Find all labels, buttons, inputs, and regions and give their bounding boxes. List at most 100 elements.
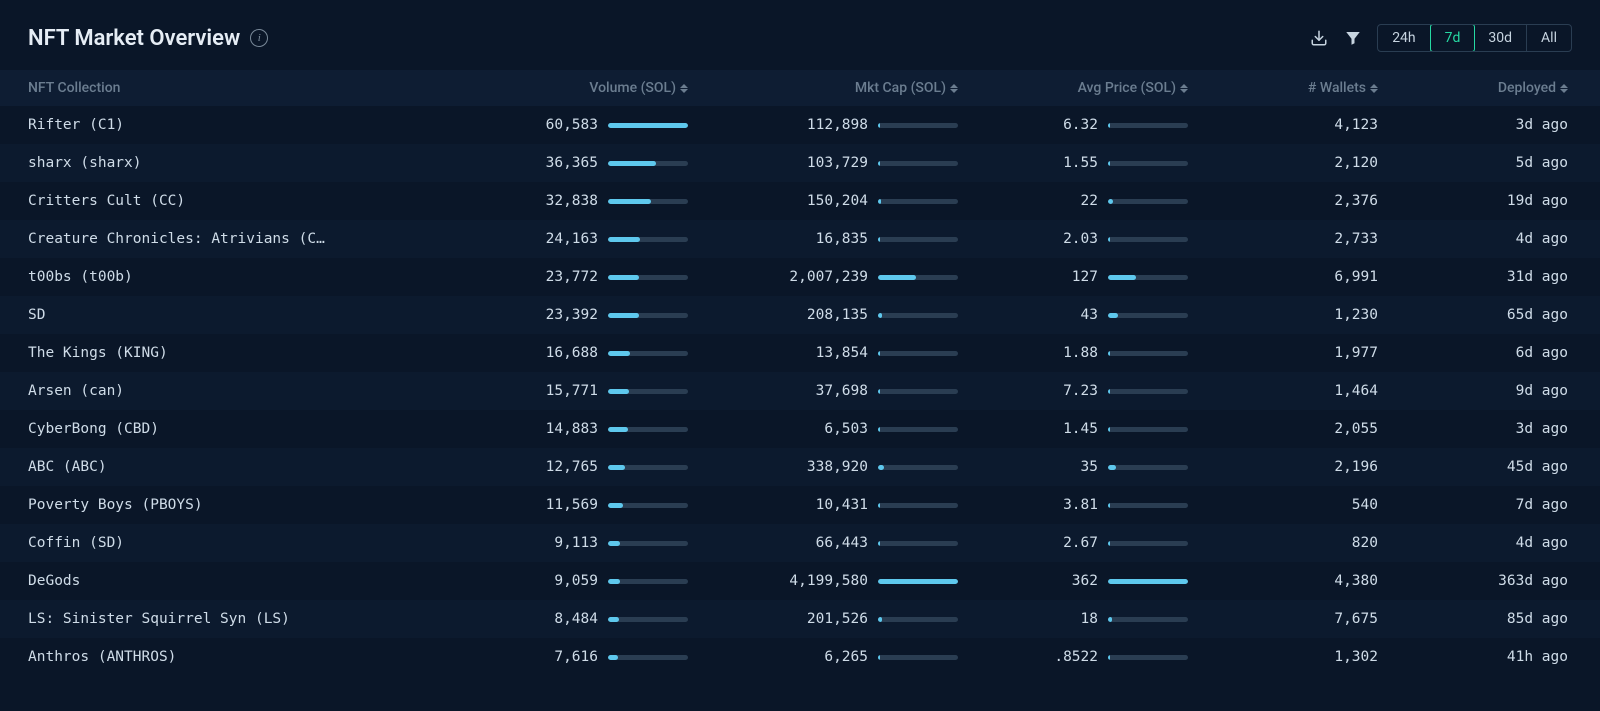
bar-fill — [1108, 503, 1110, 508]
bar-track — [608, 351, 688, 356]
bar-track — [1108, 313, 1188, 318]
value: 7.23 — [1063, 383, 1098, 399]
cell-deployed: 31d ago — [1378, 269, 1568, 285]
column-header-wallets[interactable]: # Wallets — [1188, 80, 1378, 96]
column-header-price[interactable]: Avg Price (SOL) — [958, 80, 1188, 96]
value: 13,854 — [816, 345, 868, 361]
bar-track — [878, 351, 958, 356]
column-header-mktcap[interactable]: Mkt Cap (SOL) — [688, 80, 958, 96]
table-row[interactable]: Critters Cult (CC)32,838150,204222,37619… — [0, 182, 1600, 220]
value: 6.32 — [1063, 117, 1098, 133]
bar-track — [878, 503, 958, 508]
bar-track — [1108, 123, 1188, 128]
filter-icon[interactable] — [1343, 28, 1363, 48]
bar-fill — [608, 541, 620, 546]
value: 540 — [1188, 497, 1378, 513]
bar-track — [608, 427, 688, 432]
bar-fill — [878, 617, 882, 622]
bar-fill — [1108, 579, 1188, 584]
cell-wallets: 1,464 — [1188, 383, 1378, 399]
table-row[interactable]: LS: Sinister Squirrel Syn (LS)8,484201,5… — [0, 600, 1600, 638]
cell-deployed: 3d ago — [1378, 117, 1568, 133]
cell-mktcap: 13,854 — [688, 345, 958, 361]
cell-volume: 12,765 — [428, 459, 688, 475]
bar-fill — [608, 389, 629, 394]
cell-price: 2.03 — [958, 231, 1188, 247]
range-7d[interactable]: 7d — [1430, 24, 1476, 52]
cell-name: Creature Chronicles: Atrivians (C… — [28, 231, 428, 247]
value: 15,771 — [546, 383, 598, 399]
table-row[interactable]: Rifter (C1)60,583112,8986.324,1233d ago — [0, 106, 1600, 144]
cell-price: 127 — [958, 269, 1188, 285]
value: 9,113 — [554, 535, 598, 551]
bar-fill — [878, 389, 880, 394]
cell-volume: 7,616 — [428, 649, 688, 665]
bar-fill — [608, 617, 619, 622]
header-controls: 24h7d30dAll — [1309, 24, 1572, 52]
cell-deployed: 4d ago — [1378, 231, 1568, 247]
bar-track — [878, 313, 958, 318]
value: 201,526 — [807, 611, 868, 627]
cell-deployed: 6d ago — [1378, 345, 1568, 361]
download-icon[interactable] — [1309, 28, 1329, 48]
bar-track — [1108, 275, 1188, 280]
cell-deployed: 85d ago — [1378, 611, 1568, 627]
bar-track — [608, 579, 688, 584]
table-row[interactable]: Poverty Boys (PBOYS)11,56910,4313.815407… — [0, 486, 1600, 524]
cell-name: sharx (sharx) — [28, 155, 428, 171]
range-all[interactable]: All — [1527, 25, 1571, 51]
cell-name: Critters Cult (CC) — [28, 193, 428, 209]
value: 820 — [1188, 535, 1378, 551]
cell-deployed: 41h ago — [1378, 649, 1568, 665]
bar-fill — [878, 275, 916, 280]
table-row[interactable]: Coffin (SD)9,11366,4432.678204d ago — [0, 524, 1600, 562]
bar-fill — [878, 237, 880, 242]
table-row[interactable]: sharx (sharx)36,365103,7291.552,1205d ag… — [0, 144, 1600, 182]
value: 2.67 — [1063, 535, 1098, 551]
cell-wallets: 820 — [1188, 535, 1378, 551]
cell-mktcap: 6,265 — [688, 649, 958, 665]
bar-fill — [608, 313, 639, 318]
time-range-selector: 24h7d30dAll — [1377, 24, 1572, 52]
table-row[interactable]: Creature Chronicles: Atrivians (C…24,163… — [0, 220, 1600, 258]
value: 37,698 — [816, 383, 868, 399]
cell-mktcap: 338,920 — [688, 459, 958, 475]
value: 150,204 — [807, 193, 868, 209]
cell-volume: 23,772 — [428, 269, 688, 285]
cell-mktcap: 6,503 — [688, 421, 958, 437]
bar-track — [1108, 161, 1188, 166]
cell-price: .8522 — [958, 649, 1188, 665]
column-header-volume[interactable]: Volume (SOL) — [428, 80, 688, 96]
table-row[interactable]: DeGods9,0594,199,5803624,380363d ago — [0, 562, 1600, 600]
cell-deployed: 19d ago — [1378, 193, 1568, 209]
table-row[interactable]: t00bs (t00b)23,7722,007,2391276,99131d a… — [0, 258, 1600, 296]
bar-track — [1108, 617, 1188, 622]
value: 3d ago — [1378, 421, 1568, 437]
table-row[interactable]: Arsen (can)15,77137,6987.231,4649d ago — [0, 372, 1600, 410]
cell-volume: 23,392 — [428, 307, 688, 323]
table-row[interactable]: ABC (ABC)12,765338,920352,19645d ago — [0, 448, 1600, 486]
cell-volume: 9,113 — [428, 535, 688, 551]
cell-price: 2.67 — [958, 535, 1188, 551]
cell-name: Coffin (SD) — [28, 535, 428, 551]
bar-fill — [1108, 465, 1116, 470]
table-row[interactable]: The Kings (KING)16,68813,8541.881,9776d … — [0, 334, 1600, 372]
cell-wallets: 1,230 — [1188, 307, 1378, 323]
bar-track — [878, 579, 958, 584]
range-30d[interactable]: 30d — [1474, 25, 1527, 51]
info-icon[interactable]: i — [250, 29, 268, 47]
table-row[interactable]: Anthros (ANTHROS)7,6166,265.85221,30241h… — [0, 638, 1600, 676]
value: 1,464 — [1188, 383, 1378, 399]
value: 6d ago — [1378, 345, 1568, 361]
table-row[interactable]: CyberBong (CBD)14,8836,5031.452,0553d ag… — [0, 410, 1600, 448]
value: 60,583 — [546, 117, 598, 133]
cell-mktcap: 16,835 — [688, 231, 958, 247]
nft-table: NFT CollectionVolume (SOL)Mkt Cap (SOL)A… — [0, 70, 1600, 676]
sort-icon — [680, 84, 688, 93]
cell-wallets: 6,991 — [1188, 269, 1378, 285]
table-row[interactable]: SD23,392208,135431,23065d ago — [0, 296, 1600, 334]
column-header-deployed[interactable]: Deployed — [1378, 80, 1568, 96]
nft-market-overview: NFT Market Overview i 24h7d30dAll NFT Co… — [0, 0, 1600, 676]
cell-mktcap: 2,007,239 — [688, 269, 958, 285]
range-24h[interactable]: 24h — [1378, 25, 1430, 51]
